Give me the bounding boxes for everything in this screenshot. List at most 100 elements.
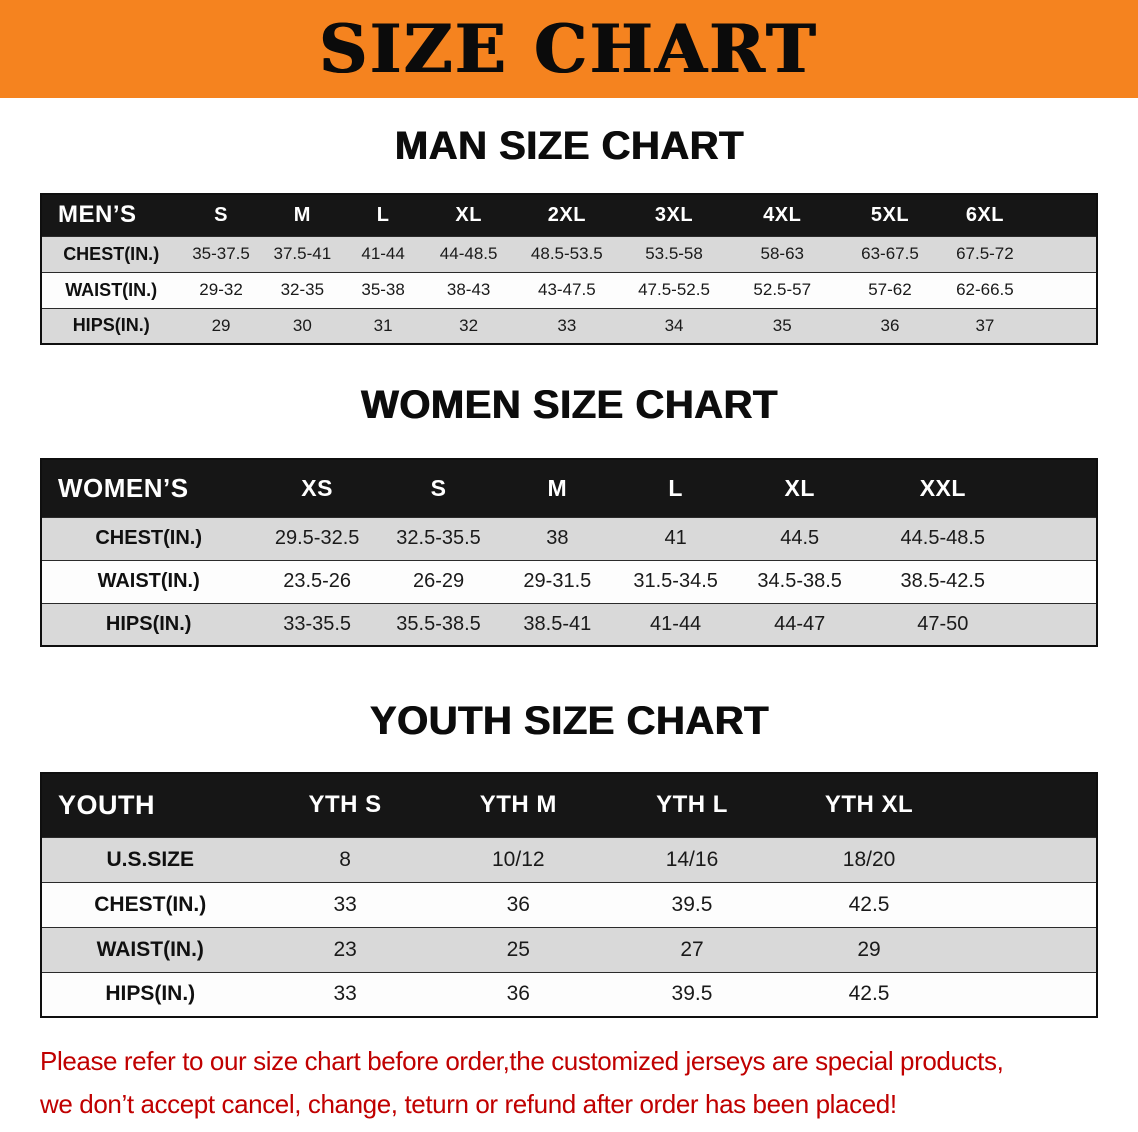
youth-section-heading: YOUTH SIZE CHART <box>369 699 769 743</box>
value-cell: 38-43 <box>446 280 491 299</box>
table-title-cell: MEN’S <box>58 201 137 229</box>
value-cell: 35 <box>772 315 792 335</box>
value-cell: 41-44 <box>650 612 702 635</box>
value-cell: 36 <box>506 892 530 916</box>
value-cell: 67.5-72 <box>956 244 1014 263</box>
value-cell: 41 <box>664 527 687 549</box>
value-cell: 39.5 <box>671 982 713 1006</box>
value-cell: 37 <box>975 315 995 335</box>
value-cell: 35.5-38.5 <box>396 612 481 635</box>
value-cell: 44-48.5 <box>439 244 498 263</box>
value-cell: 44.5-48.5 <box>900 527 986 549</box>
size-header-cell: 5XL <box>870 203 910 226</box>
size-header-cell: L <box>376 203 390 226</box>
size-header-cell: YTH S <box>308 791 382 819</box>
youth-size-table: YOUTH YTH S YTH M YTH L YTH XL U.S.SIZE 8 10/12… <box>40 772 1098 1018</box>
size-header-cell: 4XL <box>763 203 802 226</box>
youth-section: YOUTH SIZE CHART YOUTH YTH S YTH M YTH L YTH… <box>0 699 1138 1018</box>
table-title-cell: YOUTH <box>58 789 155 820</box>
size-header-cell: YTH M <box>479 791 557 819</box>
row-label-cell: WAIST(IN.) <box>97 570 200 592</box>
disclaimer: Please refer to our size chart before or… <box>40 1040 1098 1126</box>
value-cell: 31.5-34.5 <box>633 570 718 592</box>
table-row: WAIST(IN.) 23 25 27 29 <box>41 927 1097 972</box>
value-cell: 29 <box>857 937 881 961</box>
value-cell: 23 <box>333 937 357 961</box>
value-cell: 29-31.5 <box>523 570 592 592</box>
value-cell: 58-63 <box>760 244 804 263</box>
value-cell: 32-35 <box>280 280 325 299</box>
row-label-cell: HIPS(IN.) <box>72 315 150 336</box>
table-row: HIPS(IN.) 33 36 39.5 42.5 <box>41 972 1097 1017</box>
value-cell: 30 <box>292 315 312 335</box>
value-cell: 43-47.5 <box>538 280 596 299</box>
value-cell: 23.5-26 <box>283 570 352 592</box>
table-header-row: WOMEN’S XS S M L XL XXL <box>41 459 1097 517</box>
value-cell: 37.5-41 <box>273 244 332 263</box>
value-cell: 32 <box>459 315 479 335</box>
value-cell: 29.5-32.5 <box>274 527 360 549</box>
value-cell: 53.5-58 <box>645 244 703 263</box>
row-label-cell: HIPS(IN.) <box>105 612 192 635</box>
value-cell: 38.5-41 <box>523 612 592 635</box>
women-size-table: WOMEN’S XS S M L XL XXL CHEST(IN.) 29.5-32.5 32.5… <box>40 458 1098 647</box>
row-label-cell: CHEST(IN.) <box>94 892 207 916</box>
women-section: WOMEN SIZE CHART WOMEN’S XS S M L XL XXL CHEST(… <box>0 383 1138 647</box>
value-cell: 8 <box>339 847 351 871</box>
disclaimer-line-2: we don’t accept cancel, change, teturn o… <box>40 1089 897 1119</box>
value-cell: 42.5 <box>848 892 890 916</box>
size-header-cell: XS <box>301 474 333 501</box>
value-cell: 33-35.5 <box>283 612 352 635</box>
value-cell: 29 <box>211 315 231 335</box>
row-label-cell: U.S.SIZE <box>106 847 195 871</box>
value-cell: 14/16 <box>665 847 719 871</box>
value-cell: 32.5-35.5 <box>396 527 481 549</box>
row-label-cell: CHEST(IN.) <box>95 527 203 549</box>
size-header-cell: M <box>547 474 568 501</box>
table-header-row: YOUTH YTH S YTH M YTH L YTH XL <box>41 773 1097 837</box>
value-cell: 34 <box>664 315 684 335</box>
value-cell: 44.5 <box>780 527 820 549</box>
value-cell: 63-67.5 <box>861 244 919 263</box>
table-title-cell: WOMEN’S <box>58 472 189 503</box>
value-cell: 33 <box>557 315 577 335</box>
value-cell: 52.5-57 <box>753 280 812 299</box>
size-header-cell: XL <box>784 474 815 501</box>
disclaimer-line-1: Please refer to our size chart before or… <box>40 1046 1004 1076</box>
value-cell: 39.5 <box>671 892 713 916</box>
table-header-row: MEN’S S M L XL 2XL 3XL 4XL 5XL 6XL <box>41 194 1097 236</box>
value-cell: 47-50 <box>917 612 969 635</box>
size-chart-banner: SIZE CHART <box>0 0 1138 98</box>
value-cell: 38 <box>546 527 569 549</box>
row-label-cell: WAIST(IN.) <box>96 937 204 961</box>
row-label-cell: WAIST(IN.) <box>65 279 158 300</box>
value-cell: 48.5-53.5 <box>530 244 603 263</box>
value-cell: 25 <box>506 937 530 961</box>
value-cell: 38.5-42.5 <box>900 570 986 592</box>
value-cell: 41-44 <box>361 244 405 263</box>
value-cell: 33 <box>333 892 357 916</box>
size-header-cell: XXL <box>919 474 966 501</box>
women-section-heading: WOMEN SIZE CHART <box>360 383 778 427</box>
table-row: WAIST(IN.) 23.5-26 26-29 29-31.5 31.5-34.5 34… <box>41 560 1097 603</box>
size-header-cell: 3XL <box>654 203 694 226</box>
size-header-cell: 6XL <box>965 203 1004 226</box>
table-row: HIPS(IN.) 33-35.5 35.5-38.5 38.5-41 41-44 44-… <box>41 603 1097 646</box>
value-cell: 27 <box>680 937 704 961</box>
size-header-cell: YTH XL <box>824 791 914 819</box>
value-cell: 44-47 <box>774 612 826 635</box>
table-row: U.S.SIZE 8 10/12 14/16 18/20 <box>41 837 1097 882</box>
size-header-cell: L <box>668 474 683 501</box>
value-cell: 10/12 <box>492 847 545 871</box>
size-header-cell: S <box>430 474 447 501</box>
value-cell: 36 <box>880 315 900 335</box>
value-cell: 34.5-38.5 <box>757 570 842 592</box>
size-header-cell: XL <box>455 203 482 226</box>
page-title: SIZE CHART <box>319 10 819 88</box>
men-section: MAN SIZE CHART MEN’S S M L XL 2XL 3XL 4XL 5XL 6XL… <box>0 124 1138 345</box>
size-header-cell: 2XL <box>547 203 586 226</box>
value-cell: 36 <box>506 982 530 1006</box>
table-row: CHEST(IN.) 33 36 39.5 42.5 <box>41 882 1097 927</box>
table-row: CHEST(IN.) 35-37.5 37.5-41 41-44 44-48.5 48.5… <box>41 236 1097 272</box>
